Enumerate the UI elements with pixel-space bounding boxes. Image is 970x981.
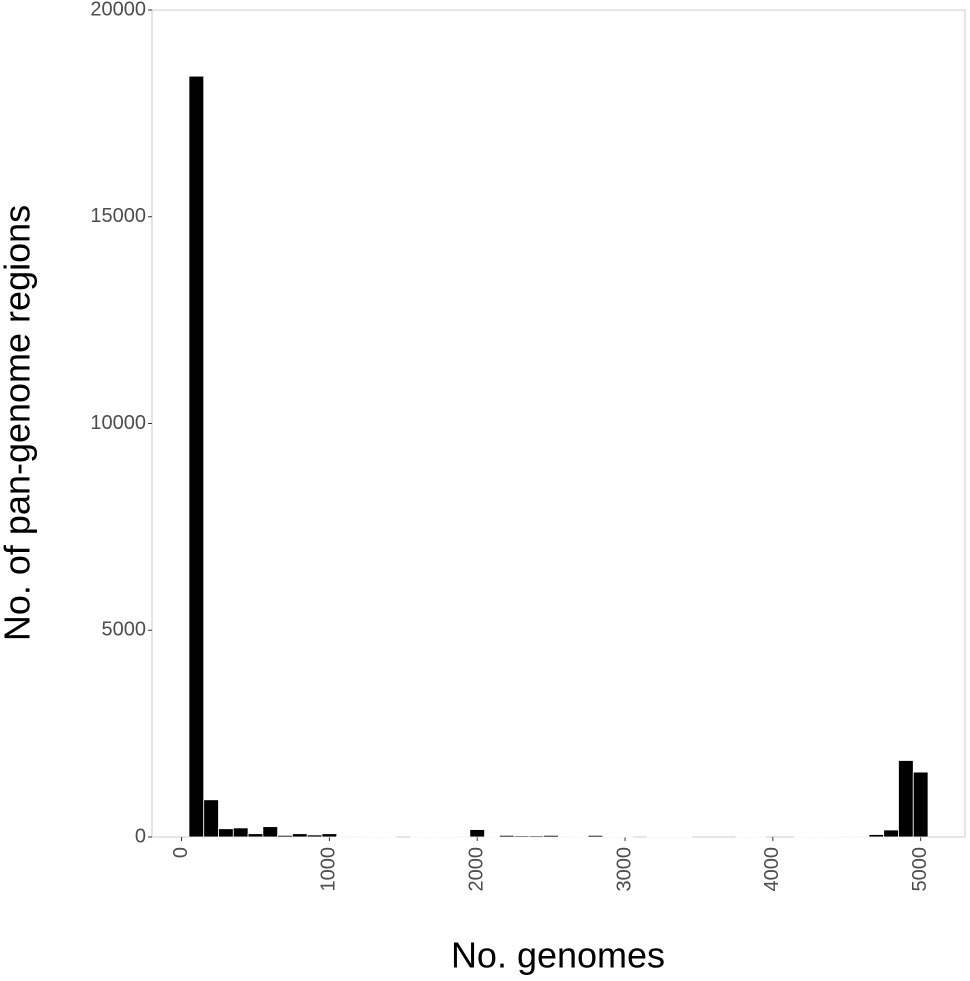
bar [587, 834, 604, 838]
bar [528, 835, 545, 838]
bar [912, 771, 929, 838]
bar [558, 835, 574, 838]
panel-border [151, 9, 966, 838]
y-tick-label: 0 [135, 825, 146, 847]
y-tick-label: 20000 [90, 0, 146, 20]
bar [439, 835, 456, 838]
bar [868, 834, 885, 838]
x-tick-label: 3000 [613, 847, 635, 892]
bar [543, 834, 559, 838]
bar [883, 829, 899, 838]
bar [498, 834, 515, 838]
x-tick-label: 2000 [465, 847, 487, 892]
bar [247, 833, 264, 838]
bar [853, 835, 870, 838]
x-tick-label: 5000 [909, 847, 931, 892]
bar [824, 835, 840, 838]
bar [306, 834, 323, 838]
bar [809, 835, 825, 838]
bar [292, 833, 308, 838]
bar [513, 835, 530, 838]
y-tick-label: 10000 [90, 412, 146, 434]
x-tick-label: 1000 [318, 847, 340, 892]
x-axis-title: No. genomes [451, 935, 665, 976]
y-tick-label: 15000 [90, 205, 146, 227]
bar [232, 827, 249, 838]
bar [469, 829, 485, 838]
bar [351, 835, 367, 838]
bar [277, 834, 293, 838]
bar [838, 835, 855, 838]
bar [321, 833, 338, 838]
bar [203, 799, 219, 838]
x-tick-label: 4000 [761, 847, 783, 892]
bar [454, 835, 471, 838]
bar [898, 760, 914, 838]
bar [188, 75, 205, 838]
bar [218, 828, 234, 838]
bar [336, 835, 352, 838]
x-tick-label: 0 [170, 847, 192, 858]
y-tick-label: 5000 [102, 619, 147, 641]
bar [572, 835, 589, 838]
bar [262, 826, 279, 838]
y-axis-title: No. of pan-genome regions [0, 205, 38, 641]
